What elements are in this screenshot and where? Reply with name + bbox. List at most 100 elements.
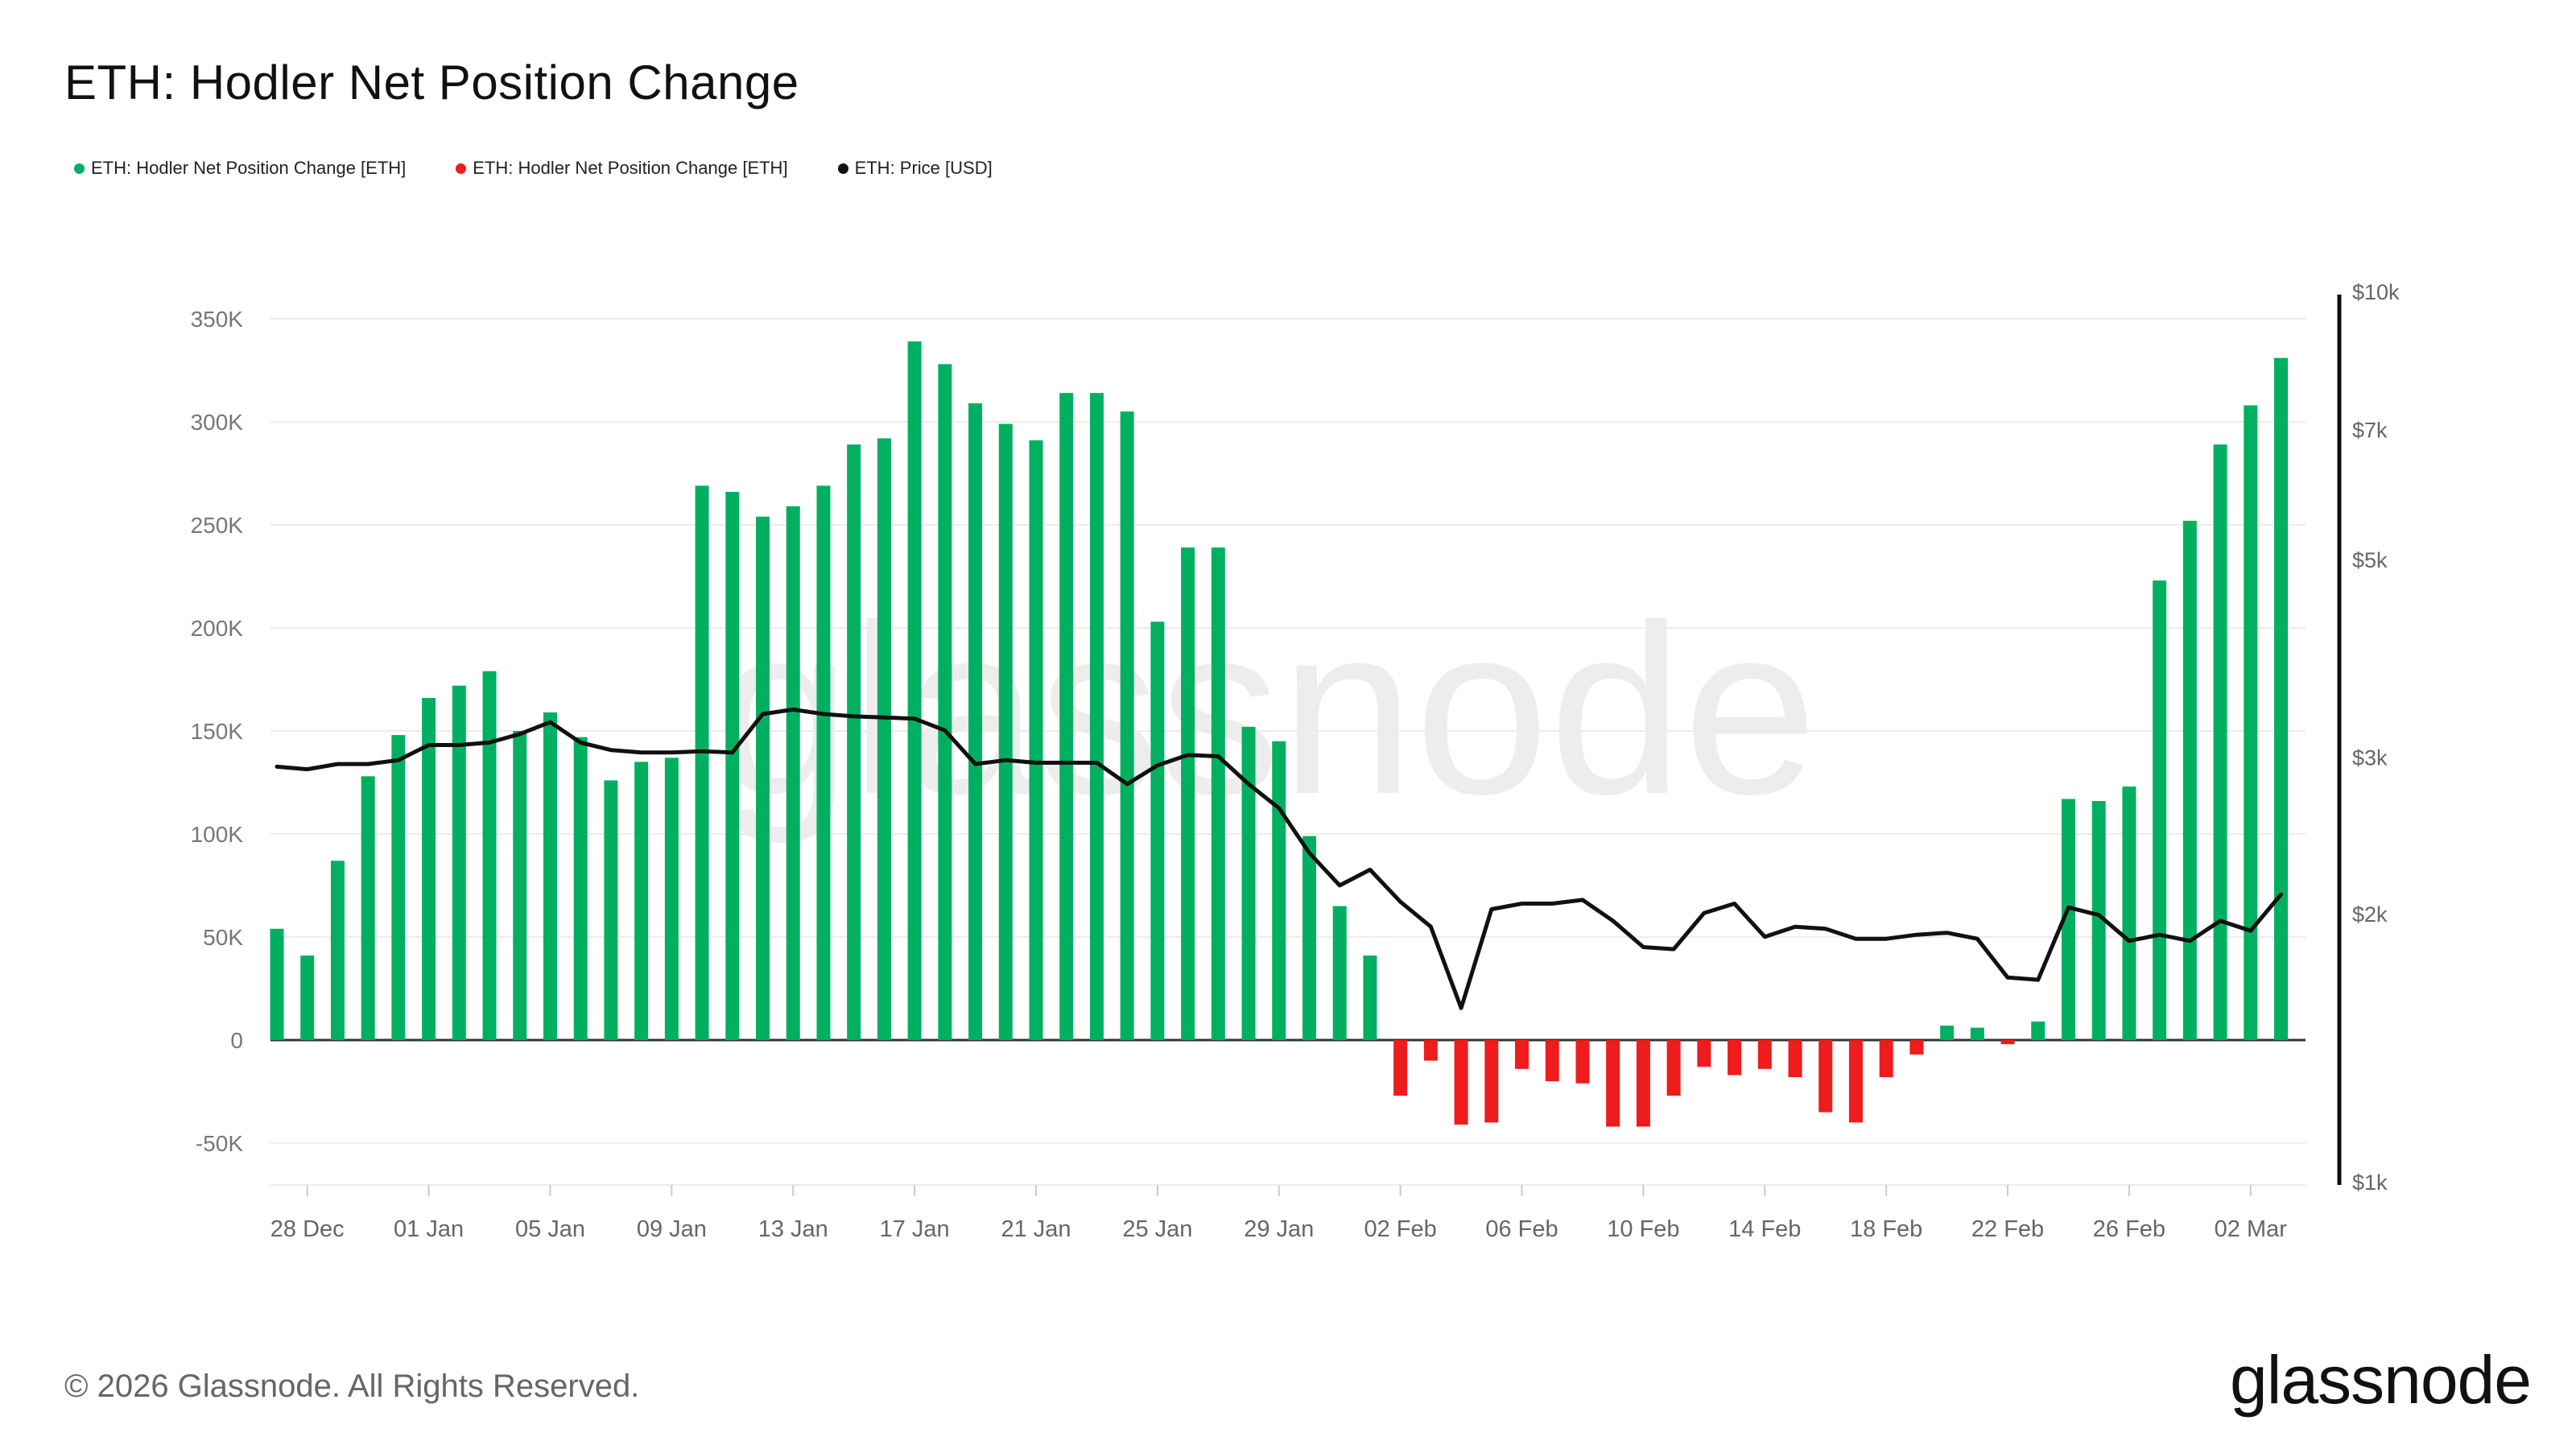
left-tick-label: 200K [191, 616, 244, 641]
legend-item-positive[interactable]: ETH: Hodler Net Position Change [ETH] [74, 158, 406, 179]
bar [1666, 1040, 1681, 1096]
x-tick-label: 02 Mar [2215, 1216, 2288, 1242]
x-tick-label: 10 Feb [1607, 1216, 1679, 1242]
left-tick-label: 300K [191, 410, 244, 435]
bar [1089, 393, 1104, 1040]
price-line-series [275, 707, 2283, 1010]
x-tick-label: 22 Feb [1971, 1216, 2044, 1242]
bar [1211, 547, 1225, 1040]
bar [634, 762, 649, 1040]
bar [1029, 440, 1043, 1040]
bar [998, 423, 1013, 1040]
legend-label: ETH: Hodler Net Position Change [ETH] [91, 158, 407, 178]
x-tick-label: 17 Jan [880, 1216, 950, 1242]
x-tick-label: 01 Jan [394, 1216, 464, 1242]
x-tick-label: 14 Feb [1728, 1216, 1801, 1242]
bar [2122, 786, 2136, 1040]
price-line [275, 707, 2283, 1010]
right-tick-label: $2k [2352, 902, 2388, 927]
x-tick-label: 02 Feb [1364, 1216, 1436, 1242]
bar [664, 758, 679, 1040]
bar [2182, 520, 2197, 1040]
bar [1728, 1040, 1742, 1075]
bar [2153, 580, 2167, 1040]
legend: ETH: Hodler Net Position Change [ETH] ET… [74, 158, 993, 179]
bar [1515, 1040, 1530, 1069]
left-tick-label: 350K [191, 307, 244, 332]
bar [877, 438, 891, 1040]
bar [1181, 547, 1195, 1040]
legend-dot-green-icon [74, 163, 85, 174]
bar [786, 506, 800, 1040]
legend-dot-red-icon [456, 163, 467, 174]
x-tick-label: 26 Feb [2093, 1216, 2165, 1242]
bar [482, 671, 497, 1040]
left-tick-label: 100K [191, 822, 244, 847]
bar [1606, 1040, 1620, 1127]
bar [968, 402, 983, 1041]
x-tick-label: 28 Dec [270, 1216, 345, 1242]
right-tick-label: $5k [2352, 548, 2388, 572]
legend-item-negative[interactable]: ETH: Hodler Net Position Change [ETH] [456, 158, 788, 179]
bar-series [270, 341, 2289, 1127]
bar [1272, 741, 1286, 1040]
bar [573, 737, 588, 1040]
bar [1757, 1040, 1772, 1069]
bar [330, 861, 345, 1040]
legend-label: ETH: Price [USD] [854, 158, 993, 178]
right-tick-label: $7k [2352, 418, 2388, 442]
bar [907, 341, 922, 1040]
bar [1363, 956, 1377, 1040]
x-tick-label: 13 Jan [758, 1216, 828, 1242]
right-tick-label: $3k [2352, 745, 2388, 770]
legend-label: ETH: Hodler Net Position Change [ETH] [473, 158, 788, 178]
right-tick-label: $1k [2352, 1170, 2388, 1195]
bar [1909, 1040, 1924, 1055]
bar [543, 712, 557, 1040]
bar [604, 780, 618, 1040]
x-axis: 28 Dec 01 Jan 05 Jan 09 Jan 13 Jan 17 Jan 21 J… [270, 1185, 2287, 1242]
bar [2000, 1040, 2015, 1045]
bar [1484, 1040, 1499, 1123]
bar [422, 698, 436, 1040]
bar [2091, 801, 2106, 1040]
bar [2274, 357, 2289, 1040]
bar [1059, 393, 1074, 1040]
bar [513, 731, 527, 1040]
bar [300, 956, 315, 1040]
bar [1788, 1040, 1802, 1078]
bar [847, 444, 861, 1040]
bar [391, 735, 406, 1040]
bar [1454, 1040, 1468, 1125]
bar [816, 485, 831, 1040]
bar [756, 516, 770, 1040]
bar [1241, 726, 1256, 1040]
bar [1848, 1040, 1863, 1123]
x-tick-label: 06 Feb [1485, 1216, 1558, 1242]
bar [938, 364, 952, 1040]
x-tick-label: 05 Jan [515, 1216, 585, 1242]
x-tick-label: 25 Jan [1122, 1216, 1192, 1242]
legend-item-price[interactable]: ETH: Price [USD] [837, 158, 993, 179]
bar [1940, 1026, 1955, 1040]
bar [2213, 444, 2227, 1040]
bar [2061, 799, 2075, 1040]
chart-title: ETH: Hodler Net Position Change [64, 56, 799, 109]
bar [1332, 906, 1347, 1040]
bar [1302, 836, 1316, 1040]
x-tick-label: 29 Jan [1244, 1216, 1314, 1242]
bar [695, 485, 709, 1040]
legend-dot-black-icon [837, 163, 848, 174]
bar [1697, 1040, 1711, 1067]
bar [270, 928, 284, 1040]
left-tick-label: -50K [196, 1131, 243, 1156]
bar [1818, 1040, 1833, 1113]
x-tick-label: 21 Jan [1001, 1216, 1071, 1242]
bar [1120, 411, 1134, 1040]
left-tick-label: 150K [191, 719, 244, 744]
bar [1545, 1040, 1559, 1082]
bar [725, 492, 740, 1040]
bar [1879, 1040, 1893, 1078]
x-tick-label: 09 Jan [637, 1216, 707, 1242]
